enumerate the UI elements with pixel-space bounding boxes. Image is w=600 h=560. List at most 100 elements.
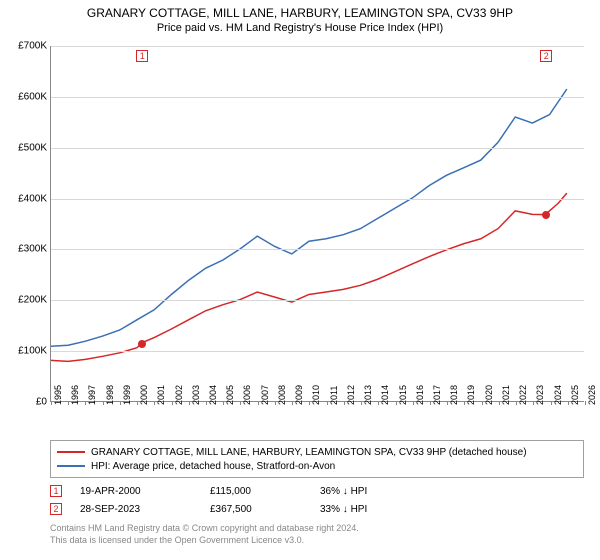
gridline-h xyxy=(51,300,584,301)
y-tick-label: £300K xyxy=(18,244,47,255)
x-tick-label: 2012 xyxy=(346,385,356,405)
sale-marker-dot xyxy=(138,340,146,348)
x-tick-label: 1995 xyxy=(53,385,63,405)
y-tick-label: £700K xyxy=(18,41,47,52)
x-tick-label: 2023 xyxy=(535,385,545,405)
sale-marker-box: 1 xyxy=(136,50,148,62)
x-tick xyxy=(292,401,293,405)
legend-label: GRANARY COTTAGE, MILL LANE, HARBURY, LEA… xyxy=(91,447,527,458)
x-tick xyxy=(120,401,121,405)
x-tick xyxy=(172,401,173,405)
x-tick xyxy=(551,401,552,405)
x-tick-label: 2016 xyxy=(415,385,425,405)
x-tick-label: 2000 xyxy=(139,385,149,405)
legend-row: HPI: Average price, detached house, Stra… xyxy=(57,459,577,473)
x-tick xyxy=(585,401,586,405)
footer-line-1: Contains HM Land Registry data © Crown c… xyxy=(50,522,359,534)
x-tick-label: 2003 xyxy=(191,385,201,405)
sale-marker-box: 2 xyxy=(540,50,552,62)
x-tick-label: 2021 xyxy=(501,385,511,405)
x-tick xyxy=(51,401,52,405)
x-tick-label: 1999 xyxy=(122,385,132,405)
x-tick xyxy=(568,401,569,405)
y-tick-label: £600K xyxy=(18,91,47,102)
gridline-h xyxy=(51,46,584,47)
series-line xyxy=(51,89,567,346)
x-tick xyxy=(189,401,190,405)
legend-row: GRANARY COTTAGE, MILL LANE, HARBURY, LEA… xyxy=(57,445,577,459)
x-tick-label: 2007 xyxy=(260,385,270,405)
title-line-1: GRANARY COTTAGE, MILL LANE, HARBURY, LEA… xyxy=(0,6,600,20)
x-tick-label: 1998 xyxy=(105,385,115,405)
gridline-h xyxy=(51,199,584,200)
x-tick xyxy=(413,401,414,405)
x-tick-label: 2020 xyxy=(484,385,494,405)
x-tick xyxy=(361,401,362,405)
x-tick-label: 2004 xyxy=(208,385,218,405)
gridline-h xyxy=(51,148,584,149)
sale-pct: 33% ↓ HPI xyxy=(320,504,440,515)
x-tick-label: 2025 xyxy=(570,385,580,405)
x-tick xyxy=(137,401,138,405)
x-tick-label: 2024 xyxy=(553,385,563,405)
title-block: GRANARY COTTAGE, MILL LANE, HARBURY, LEA… xyxy=(0,0,600,34)
y-tick-label: £200K xyxy=(18,295,47,306)
sale-price: £115,000 xyxy=(210,486,320,497)
x-tick-label: 2013 xyxy=(363,385,373,405)
x-tick-label: 2017 xyxy=(432,385,442,405)
x-tick-label: 2011 xyxy=(329,386,339,405)
legend: GRANARY COTTAGE, MILL LANE, HARBURY, LEA… xyxy=(50,440,584,478)
gridline-h xyxy=(51,351,584,352)
series-line xyxy=(51,193,567,361)
y-tick-label: £0 xyxy=(36,397,47,408)
x-tick xyxy=(344,401,345,405)
sale-row-marker: 2 xyxy=(50,503,62,515)
x-tick xyxy=(430,401,431,405)
gridline-h xyxy=(51,249,584,250)
title-line-2: Price paid vs. HM Land Registry's House … xyxy=(0,22,600,34)
x-tick-label: 2015 xyxy=(398,385,408,405)
footer: Contains HM Land Registry data © Crown c… xyxy=(50,522,359,546)
chart-container: GRANARY COTTAGE, MILL LANE, HARBURY, LEA… xyxy=(0,0,600,560)
legend-swatch xyxy=(57,465,85,467)
series-svg xyxy=(51,46,584,401)
x-tick-label: 2019 xyxy=(466,385,476,405)
sale-row: 1 19-APR-2000£115,00036% ↓ HPI xyxy=(50,482,584,500)
x-tick xyxy=(396,401,397,405)
x-tick xyxy=(275,401,276,405)
plot-area: £0£100K£200K£300K£400K£500K£600K£700K199… xyxy=(50,46,584,402)
x-tick-label: 2009 xyxy=(294,385,304,405)
x-tick-label: 1996 xyxy=(70,385,80,405)
x-tick-label: 2002 xyxy=(174,385,184,405)
sale-marker-dot xyxy=(542,211,550,219)
gridline-h xyxy=(51,97,584,98)
x-tick xyxy=(516,401,517,405)
x-tick-label: 2010 xyxy=(311,385,321,405)
x-tick xyxy=(327,401,328,405)
y-tick-label: £400K xyxy=(18,193,47,204)
sale-pct: 36% ↓ HPI xyxy=(320,486,440,497)
x-tick-label: 2014 xyxy=(380,385,390,405)
sales-table: 1 19-APR-2000£115,00036% ↓ HPI 2 28-SEP-202… xyxy=(50,482,584,518)
sale-row-marker: 1 xyxy=(50,485,62,497)
sale-price: £367,500 xyxy=(210,504,320,515)
x-tick xyxy=(258,401,259,405)
x-tick-label: 2018 xyxy=(449,385,459,405)
legend-swatch xyxy=(57,451,85,453)
footer-line-2: This data is licensed under the Open Gov… xyxy=(50,534,359,546)
y-tick-label: £500K xyxy=(18,142,47,153)
x-tick xyxy=(206,401,207,405)
x-tick-label: 2001 xyxy=(156,385,166,405)
x-tick xyxy=(482,401,483,405)
x-tick-label: 1997 xyxy=(87,385,97,405)
sale-date: 19-APR-2000 xyxy=(80,486,210,497)
x-tick-label: 2006 xyxy=(242,385,252,405)
sale-row: 2 28-SEP-2023£367,50033% ↓ HPI xyxy=(50,500,584,518)
x-tick-label: 2005 xyxy=(225,385,235,405)
x-tick xyxy=(103,401,104,405)
x-tick xyxy=(499,401,500,405)
x-tick-label: 2022 xyxy=(518,385,528,405)
x-tick-label: 2008 xyxy=(277,385,287,405)
y-tick-label: £100K xyxy=(18,346,47,357)
sale-date: 28-SEP-2023 xyxy=(80,504,210,515)
